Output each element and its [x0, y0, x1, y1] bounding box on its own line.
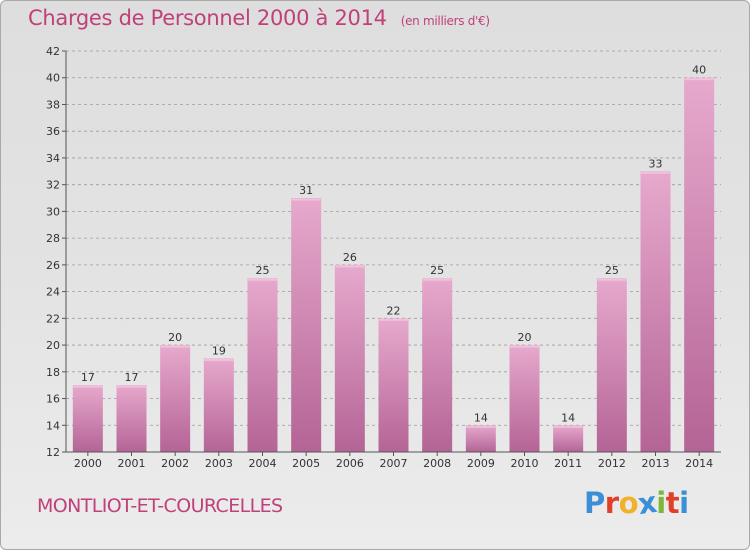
bar-highlight: [335, 265, 365, 268]
bar: [334, 264, 365, 452]
bar: [422, 278, 453, 452]
bar: [640, 171, 671, 453]
bar-value-label: 25: [430, 264, 444, 277]
y-tick-label: 38: [46, 98, 60, 111]
bar-value-label: 25: [605, 264, 619, 277]
bar-highlight: [117, 385, 146, 388]
bar: [378, 318, 409, 452]
bar-value-label: 31: [299, 184, 313, 197]
logo-letter: i: [656, 486, 666, 520]
y-tick-label: 30: [46, 205, 60, 218]
bar-value-label: 22: [387, 304, 401, 317]
y-tick-label: 34: [46, 152, 60, 165]
x-tick-label: 2005: [292, 457, 320, 470]
bar: [116, 385, 147, 452]
bar-highlight: [466, 425, 496, 428]
y-tick-label: 36: [46, 125, 60, 138]
bar: [596, 278, 627, 452]
bar-highlight: [379, 318, 408, 321]
bar-highlight: [597, 278, 627, 281]
bar-highlight: [641, 171, 670, 174]
bar-highlight: [73, 385, 103, 388]
chart-subtitle: (en milliers d'€): [400, 14, 490, 28]
x-tick-label: 2006: [336, 457, 364, 470]
x-tick-label: 2010: [511, 457, 539, 470]
town-name: MONTLIOT-ET-COURCELLES: [37, 495, 283, 517]
x-tick-label: 2007: [380, 457, 408, 470]
y-tick-label: 32: [46, 179, 60, 192]
bar-highlight: [553, 425, 583, 428]
bar-highlight: [684, 78, 714, 81]
y-tick-label: 24: [46, 286, 60, 299]
x-tick-label: 2004: [249, 457, 277, 470]
x-tick-label: 2008: [423, 457, 451, 470]
logo-letter: P: [584, 486, 605, 520]
bar-value-label: 25: [256, 264, 270, 277]
x-tick-label: 2002: [161, 457, 189, 470]
chart-title-text: Charges de Personnel 2000 à 2014: [28, 6, 387, 30]
bar: [247, 278, 278, 452]
y-tick-label: 20: [46, 339, 60, 352]
y-tick-label: 18: [46, 366, 60, 379]
bar-value-label: 17: [81, 371, 95, 384]
y-tick-label: 40: [46, 72, 60, 85]
bar-highlight: [204, 358, 234, 361]
bar: [509, 345, 540, 452]
chart-title: Charges de Personnel 2000 à 2014 (en mill…: [28, 6, 490, 30]
bar: [72, 385, 103, 452]
bar: [203, 358, 234, 452]
bar-highlight: [422, 278, 452, 281]
bar-value-label: 26: [343, 251, 357, 264]
y-axis-ticks: 12 14 16 18 20 22 24 26 28 30 32 34 36 38 40 42: [46, 45, 66, 459]
x-tick-label: 2013: [642, 457, 670, 470]
x-tick-label: 2014: [685, 457, 713, 470]
bar: [291, 198, 322, 452]
bar-value-label: 20: [518, 331, 532, 344]
bar: [553, 425, 584, 452]
bar-highlight: [291, 198, 321, 201]
logo-letter: i: [679, 486, 689, 520]
bar-highlight: [510, 345, 539, 348]
bar-highlight: [248, 278, 277, 281]
bar-value-label: 17: [125, 371, 139, 384]
logo-letter: t: [665, 486, 680, 520]
bar-value-label: 40: [692, 64, 706, 77]
x-tick-label: 2012: [598, 457, 626, 470]
proxiti-logo: Proxiti: [584, 484, 689, 522]
x-axis-ticks: 2000 2001 2002 2003 2004 2005 2006 2007 2008 2009…: [74, 452, 713, 470]
bar-value-label: 19: [212, 344, 226, 357]
bars: [72, 77, 715, 453]
logo-letter: o: [618, 486, 639, 520]
y-tick-label: 28: [46, 232, 60, 245]
bar-value-label: 14: [561, 411, 575, 424]
x-tick-label: 2009: [467, 457, 495, 470]
x-tick-label: 2011: [554, 457, 582, 470]
logo-letter: x: [635, 484, 659, 522]
bar-highlight: [160, 345, 190, 348]
x-tick-label: 2003: [205, 457, 233, 470]
y-tick-label: 12: [46, 446, 60, 459]
bar-value-label: 20: [168, 331, 182, 344]
bar: [465, 425, 496, 452]
y-tick-label: 16: [46, 393, 60, 406]
x-tick-label: 2000: [74, 457, 102, 470]
bar-value-label: 14: [474, 411, 488, 424]
bar-value-label: 33: [649, 157, 663, 170]
logo-letter: r: [604, 486, 619, 520]
x-tick-label: 2001: [118, 457, 146, 470]
bar: [160, 345, 191, 452]
y-tick-label: 14: [46, 419, 60, 432]
y-tick-label: 42: [46, 45, 60, 58]
y-tick-label: 22: [46, 312, 60, 325]
bar: [684, 77, 715, 452]
y-tick-label: 26: [46, 259, 60, 272]
value-labels: 17 17 20 19 25 31 26 22 25 14 20 14 25 33 40: [81, 64, 706, 425]
